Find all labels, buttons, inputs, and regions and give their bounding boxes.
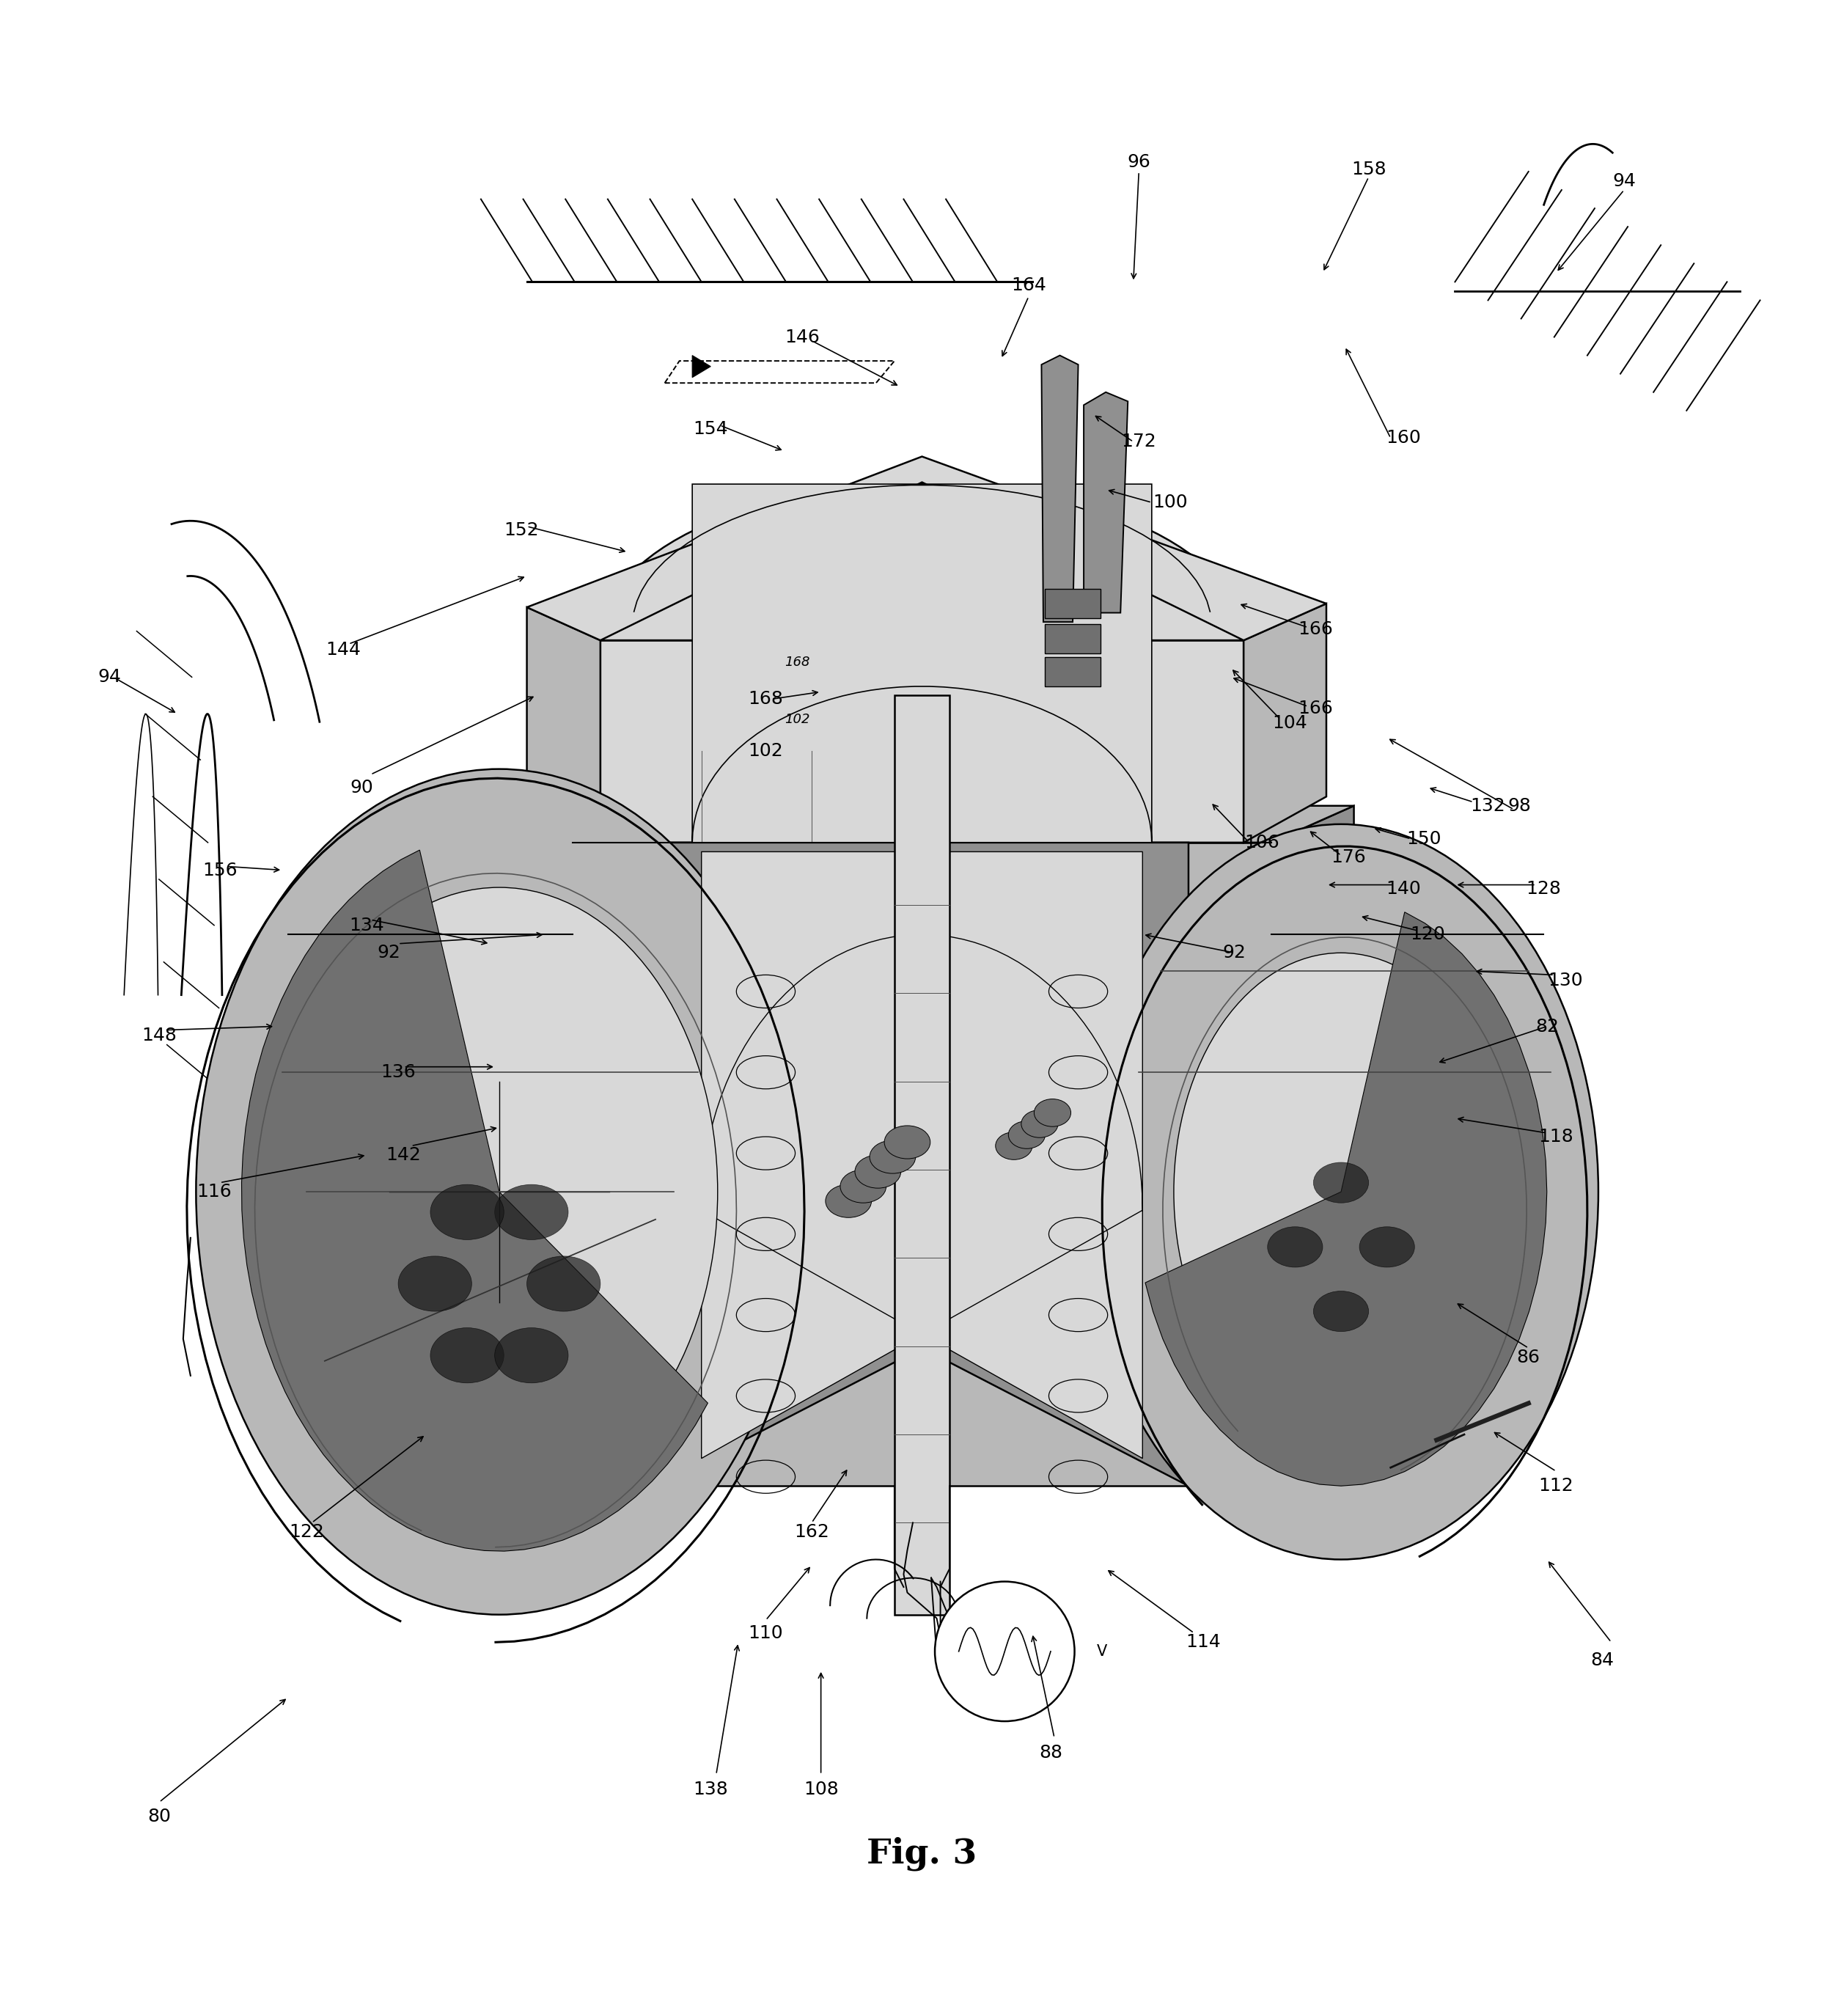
Ellipse shape <box>494 1185 568 1240</box>
Ellipse shape <box>1034 1099 1071 1127</box>
Text: 112: 112 <box>1538 1478 1573 1494</box>
Text: 166: 166 <box>1298 700 1333 718</box>
Text: 172: 172 <box>1121 433 1156 452</box>
Polygon shape <box>573 843 1271 1486</box>
Text: 120: 120 <box>1411 925 1446 943</box>
Text: 108: 108 <box>804 1780 839 1798</box>
Text: 94: 94 <box>98 669 122 685</box>
Text: 114: 114 <box>1186 1633 1221 1651</box>
Ellipse shape <box>527 1256 601 1310</box>
Text: 80: 80 <box>148 1808 171 1826</box>
Polygon shape <box>573 806 1353 843</box>
Polygon shape <box>527 456 1326 641</box>
Polygon shape <box>701 851 1143 1458</box>
Ellipse shape <box>398 1256 472 1310</box>
Ellipse shape <box>1313 1290 1368 1331</box>
Text: V: V <box>1097 1645 1106 1659</box>
Ellipse shape <box>996 1133 1033 1159</box>
Ellipse shape <box>195 768 802 1615</box>
Text: 166: 166 <box>1298 621 1333 639</box>
Text: 168: 168 <box>784 655 810 669</box>
FancyBboxPatch shape <box>894 696 950 1615</box>
FancyBboxPatch shape <box>1046 657 1101 685</box>
Ellipse shape <box>856 1155 902 1187</box>
Text: 158: 158 <box>1352 161 1387 179</box>
Text: 146: 146 <box>786 329 821 347</box>
FancyBboxPatch shape <box>1046 623 1101 653</box>
Text: 148: 148 <box>142 1026 177 1044</box>
Circle shape <box>935 1581 1075 1722</box>
Text: 90: 90 <box>350 778 372 796</box>
Ellipse shape <box>1359 1228 1414 1268</box>
Text: 122: 122 <box>290 1524 325 1540</box>
Polygon shape <box>1084 393 1129 613</box>
Ellipse shape <box>430 1185 503 1240</box>
Ellipse shape <box>1009 1121 1046 1149</box>
Ellipse shape <box>430 1329 503 1383</box>
Text: 128: 128 <box>1525 879 1560 897</box>
Text: 156: 156 <box>203 861 238 879</box>
Polygon shape <box>527 607 601 843</box>
Text: 132: 132 <box>1470 796 1505 814</box>
Text: 176: 176 <box>1331 849 1366 867</box>
Polygon shape <box>1042 355 1079 623</box>
Ellipse shape <box>870 1141 916 1173</box>
Ellipse shape <box>826 1185 872 1218</box>
Ellipse shape <box>885 1125 929 1159</box>
Ellipse shape <box>1313 1163 1368 1204</box>
Text: 138: 138 <box>693 1780 728 1798</box>
FancyBboxPatch shape <box>1046 589 1101 619</box>
Text: 82: 82 <box>1536 1018 1558 1034</box>
Ellipse shape <box>841 1169 887 1204</box>
Ellipse shape <box>494 1329 568 1383</box>
Text: 100: 100 <box>1152 494 1188 512</box>
Text: 88: 88 <box>1038 1744 1062 1762</box>
Text: 160: 160 <box>1387 429 1422 448</box>
Text: 130: 130 <box>1547 972 1582 990</box>
Text: 144: 144 <box>326 641 361 659</box>
Polygon shape <box>1145 911 1547 1486</box>
Text: 98: 98 <box>1508 796 1531 814</box>
Text: 152: 152 <box>503 522 538 538</box>
Text: 150: 150 <box>1407 831 1442 847</box>
Polygon shape <box>692 355 710 377</box>
Text: 94: 94 <box>1612 171 1636 190</box>
Text: 116: 116 <box>197 1183 232 1202</box>
Text: 86: 86 <box>1518 1349 1540 1367</box>
Ellipse shape <box>1022 1111 1058 1137</box>
Ellipse shape <box>1175 954 1508 1431</box>
Text: 164: 164 <box>1011 276 1046 294</box>
Text: 92: 92 <box>1223 943 1247 962</box>
Text: 134: 134 <box>350 917 384 933</box>
Text: 92: 92 <box>378 943 400 962</box>
Text: 136: 136 <box>380 1064 415 1081</box>
Polygon shape <box>655 843 1189 1486</box>
Polygon shape <box>692 484 1152 843</box>
Text: 118: 118 <box>1538 1127 1573 1145</box>
Text: 168: 168 <box>749 689 784 708</box>
Text: 102: 102 <box>784 714 810 726</box>
Text: 142: 142 <box>385 1147 420 1163</box>
Text: 96: 96 <box>1127 153 1151 171</box>
Ellipse shape <box>1267 1228 1322 1268</box>
Polygon shape <box>1271 806 1353 1486</box>
Text: 162: 162 <box>795 1524 830 1540</box>
Text: 140: 140 <box>1387 879 1422 897</box>
Text: 154: 154 <box>693 419 728 437</box>
Text: 106: 106 <box>1245 835 1280 851</box>
Text: 110: 110 <box>749 1625 784 1641</box>
Text: 104: 104 <box>1272 714 1307 732</box>
Text: 102: 102 <box>749 742 784 760</box>
Polygon shape <box>242 851 708 1550</box>
Polygon shape <box>601 484 1243 843</box>
Text: 84: 84 <box>1590 1651 1614 1669</box>
Polygon shape <box>1243 603 1326 843</box>
Ellipse shape <box>280 887 717 1496</box>
Text: Fig. 3: Fig. 3 <box>867 1837 977 1871</box>
Ellipse shape <box>1084 825 1599 1560</box>
